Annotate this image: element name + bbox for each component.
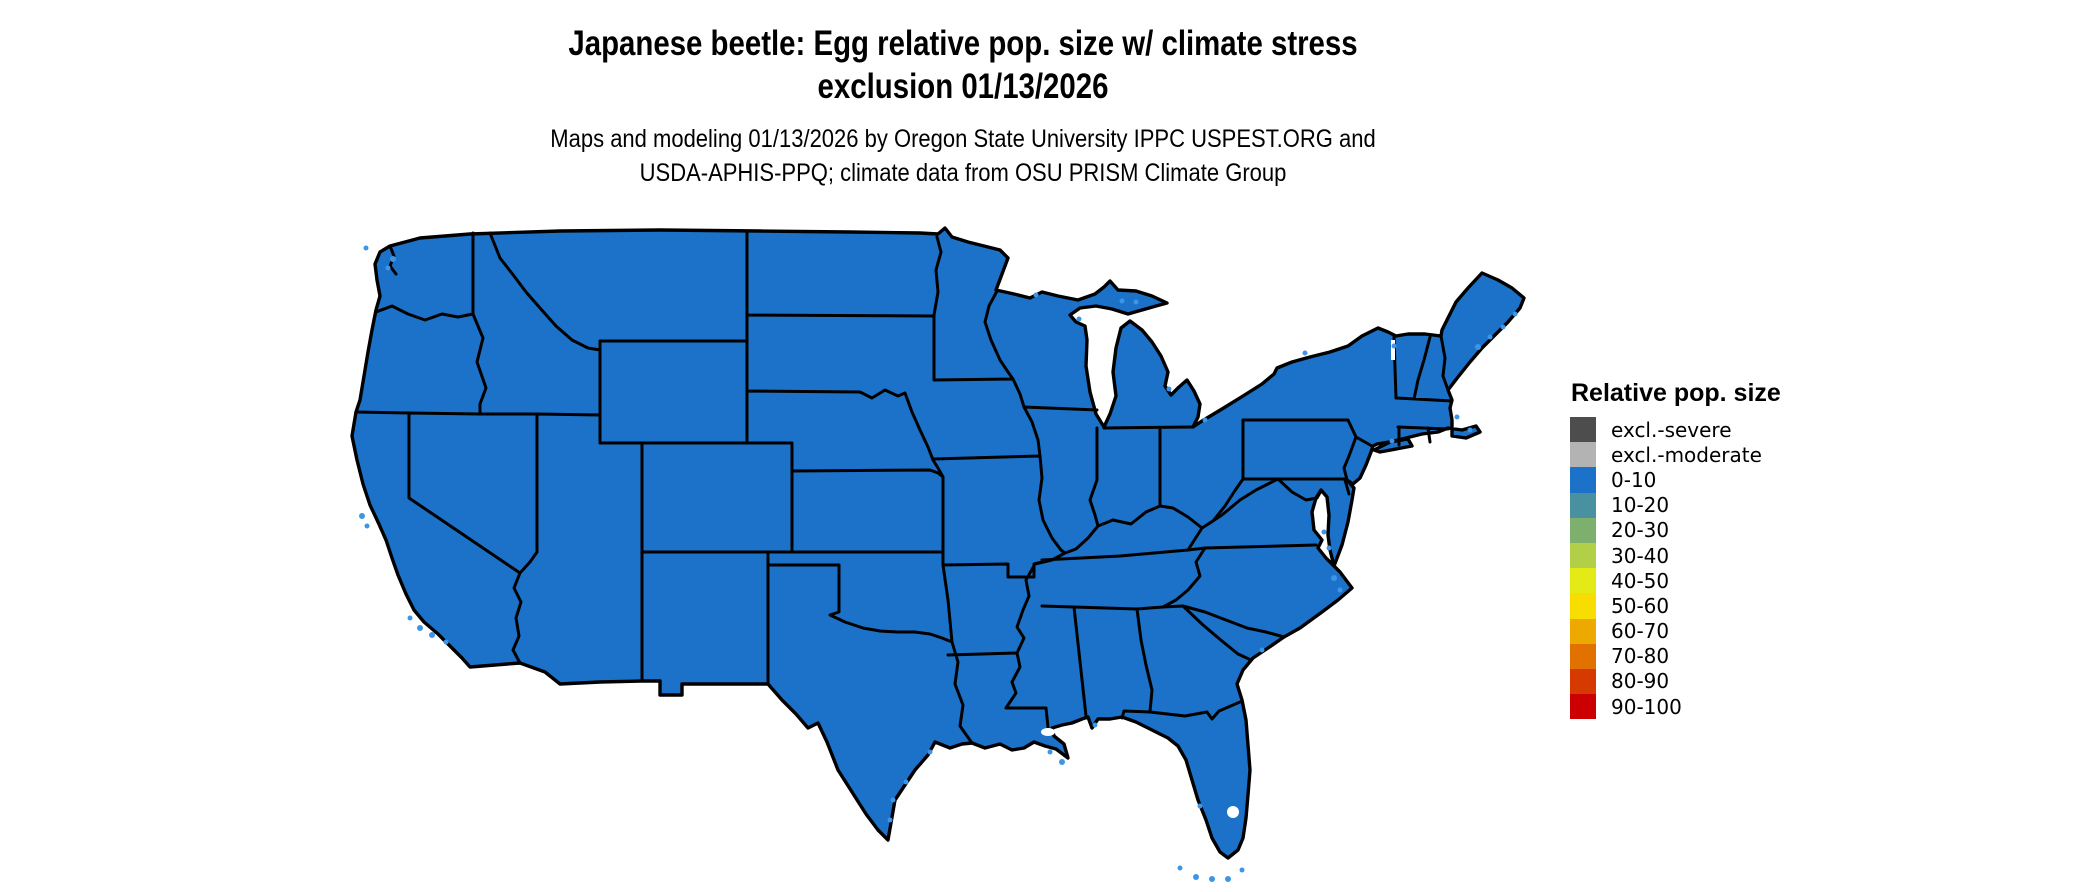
legend-swatch — [1570, 492, 1596, 518]
legend-swatch — [1570, 568, 1596, 594]
subtitle-line-1: Maps and modeling 01/13/2026 by Oregon S… — [550, 125, 1376, 153]
legend-item-label: 20-30 — [1611, 518, 1670, 543]
legend-item: 60-70 — [1570, 618, 1930, 644]
legend-item: 50-60 — [1570, 593, 1930, 619]
legend-item-label: 60-70 — [1611, 619, 1670, 644]
inland-lakes — [1041, 340, 1395, 818]
state-borders — [354, 231, 1454, 745]
lake-okeechobee — [1227, 806, 1239, 818]
legend-swatch — [1570, 442, 1596, 468]
legend-item-label: 50-60 — [1611, 593, 1670, 618]
legend-swatch — [1570, 694, 1596, 720]
legend-item-label: 90-100 — [1611, 694, 1682, 719]
legend-swatch — [1570, 618, 1596, 644]
legend-swatch — [1570, 517, 1596, 543]
legend-swatch — [1570, 467, 1596, 493]
legend-swatch — [1570, 643, 1596, 669]
legend-swatch — [1570, 593, 1596, 619]
legend-swatch — [1570, 417, 1596, 443]
legend-swatch — [1570, 668, 1596, 695]
us-landmass — [350, 226, 1526, 860]
legend-item-label: 40-50 — [1611, 568, 1670, 593]
legend-item: 80-90 — [1570, 668, 1930, 695]
legend-item-label: 70-80 — [1611, 644, 1670, 669]
title-line-2: exclusion 01/13/2026 — [817, 67, 1109, 106]
attribution-subtitle: Maps and modeling 01/13/2026 by Oregon S… — [116, 122, 1811, 190]
legend-rows: excl.-severe excl.-moderate 0-10 10-20 2… — [1570, 417, 1930, 720]
legend-item-label: excl.-moderate — [1611, 442, 1762, 467]
coastal-water-specks — [359, 245, 1518, 882]
legend-item-label: 10-20 — [1611, 493, 1670, 518]
legend-item: 70-80 — [1570, 643, 1930, 669]
legend: Relative pop. size excl.-severe excl.-mo… — [1570, 379, 1930, 720]
legend-item: excl.-moderate — [1570, 442, 1930, 468]
page-title: Japanese beetle: Egg relative pop. size … — [154, 22, 1772, 108]
legend-item: 10-20 — [1570, 492, 1930, 518]
legend-swatch — [1570, 542, 1596, 569]
title-line-1: Japanese beetle: Egg relative pop. size … — [568, 24, 1358, 63]
legend-item-label: 80-90 — [1611, 669, 1670, 694]
lake-pontchartrain — [1041, 728, 1055, 736]
legend-item: 30-40 — [1570, 542, 1930, 569]
legend-title: Relative pop. size — [1571, 379, 1781, 407]
legend-item-label: 30-40 — [1611, 543, 1670, 568]
legend-item: 40-50 — [1570, 568, 1930, 594]
legend-item: 90-100 — [1570, 694, 1930, 720]
lake-champlain — [1391, 340, 1395, 360]
legend-item: 20-30 — [1570, 517, 1930, 543]
legend-item: 0-10 — [1570, 467, 1930, 493]
legend-item-label: 0-10 — [1611, 467, 1657, 492]
legend-item-label: excl.-severe — [1611, 417, 1732, 442]
legend-item: excl.-severe — [1570, 417, 1930, 443]
subtitle-line-2: USDA-APHIS-PPQ; climate data from OSU PR… — [639, 159, 1287, 187]
